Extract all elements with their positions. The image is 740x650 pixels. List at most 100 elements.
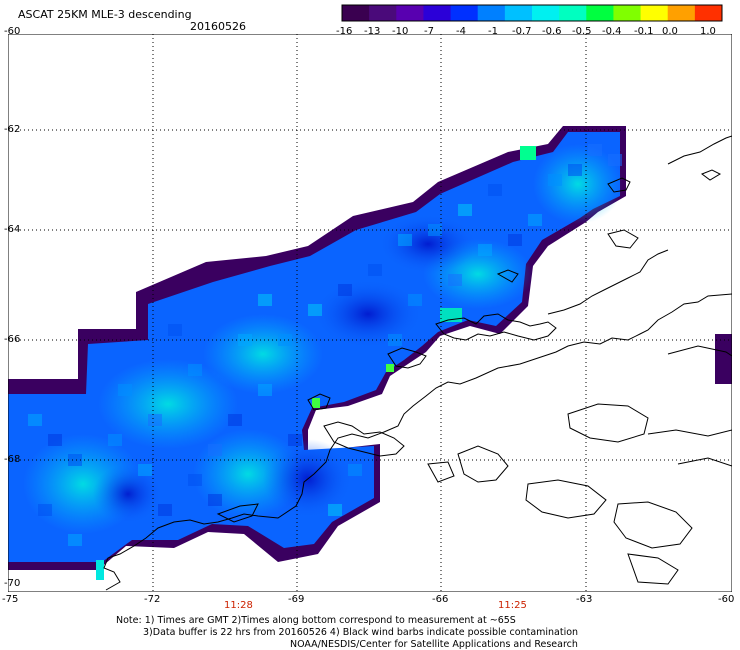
- colorbar-swatch: [423, 5, 452, 21]
- note-line-3: NOAA/NESDIS/Center for Satellite Applica…: [290, 639, 578, 650]
- colorbar-swatch: [477, 5, 506, 21]
- lon-label: -75: [2, 594, 19, 605]
- swath-pixel: [188, 474, 202, 486]
- swath-dark-patch: [93, 464, 163, 524]
- lon-label: -60: [718, 594, 735, 605]
- swath-pixel: [348, 464, 362, 476]
- coast-segment: [700, 169, 722, 181]
- colorbar-label: -4: [456, 26, 466, 37]
- coast-segment: [607, 177, 631, 193]
- swath-pixel: [388, 334, 402, 346]
- swath-pixel: [308, 304, 322, 316]
- swath-pixel: [398, 234, 412, 246]
- graticule: [8, 34, 732, 592]
- lat-label: -60: [4, 26, 21, 37]
- swath-pixel: [448, 274, 462, 286]
- coast-segment: [627, 553, 679, 585]
- lat-label: -70: [4, 578, 21, 589]
- colorbar-swatch: [396, 5, 424, 21]
- lon-label: -66: [432, 594, 449, 605]
- coast-segment: [547, 249, 669, 315]
- lat-label: -66: [4, 334, 21, 345]
- swath-pixel: [588, 144, 602, 156]
- swath-green-pixel: [386, 364, 394, 372]
- swath-pixel: [408, 294, 422, 306]
- coast-segment: [667, 135, 732, 165]
- colorbar-label: -1: [488, 26, 498, 37]
- swath-pixel: [528, 214, 542, 226]
- lon-label: -63: [576, 594, 593, 605]
- swath-green-pixel: [520, 146, 536, 160]
- swath-pixel: [258, 294, 272, 306]
- swath-pixel-grid: [28, 144, 622, 546]
- coast-segment: [307, 393, 331, 411]
- coast-segment: [435, 313, 557, 341]
- coastline: [103, 135, 732, 591]
- swath-light-patch: [203, 314, 323, 394]
- swath-pixel: [158, 504, 172, 516]
- antarctic-peninsula-coast: [103, 293, 732, 591]
- swath-pixel: [548, 174, 562, 186]
- swath-green-pixel: [312, 398, 320, 408]
- colorbar-frame: [341, 4, 723, 22]
- map-date: 20160526: [190, 20, 246, 33]
- swath-isolated-patch: [715, 334, 732, 384]
- swath-pixel: [258, 384, 272, 396]
- coast-segment: [647, 429, 732, 437]
- colorbar-swatch: [532, 5, 560, 21]
- note-line-1: Note: 1) Times are GMT 2)Times along bot…: [116, 615, 516, 626]
- swath-pixel: [138, 464, 152, 476]
- swath-pixel: [48, 434, 62, 446]
- colorbar-label: -7: [424, 26, 434, 37]
- colorbar-swatch: [450, 5, 479, 21]
- lat-label: -62: [4, 124, 21, 135]
- coast-segment: [427, 461, 455, 483]
- swath-pixel: [208, 444, 222, 456]
- swath-light-patch: [98, 359, 238, 449]
- coast-segment: [567, 403, 649, 443]
- colorbar-label: -0.7: [512, 26, 532, 37]
- swath-dark-patch: [378, 214, 478, 274]
- colorbar-swatch: [694, 5, 723, 21]
- colorbar-labels: -16 -13 -10 -7 -4 -1 -0.7 -0.6 -0.5 -0.4…: [336, 26, 740, 40]
- swath-pixel: [338, 284, 352, 296]
- lon-label: -72: [144, 594, 161, 605]
- colorbar-swatch: [369, 5, 397, 21]
- colorbar-label: 0.0: [662, 26, 678, 37]
- colorbar-label: -16: [336, 26, 353, 37]
- swath-pixel: [508, 234, 522, 246]
- swath-pixel: [148, 414, 162, 426]
- time-label: 11:25: [498, 600, 527, 611]
- swath-pixel: [478, 244, 492, 256]
- lat-label: -68: [4, 454, 21, 465]
- swath-pixel: [38, 504, 52, 516]
- swath-pixel: [488, 184, 502, 196]
- colorbar-label: 1.0: [700, 26, 716, 37]
- coast-segment: [607, 229, 639, 249]
- note-line-2: 3)Data buffer is 22 hrs from 20160526 4)…: [143, 627, 579, 638]
- swath-light-pixel: [96, 560, 104, 580]
- map-title: ASCAT 25KM MLE-3 descending: [18, 8, 192, 21]
- map-area: [8, 34, 732, 592]
- swath-pixel: [208, 494, 222, 506]
- coast-segment: [613, 501, 693, 549]
- colorbar-swatch: [667, 5, 696, 21]
- colorbar-swatch: [504, 5, 533, 21]
- coast-segment: [216, 503, 259, 523]
- swath-pixel: [108, 434, 122, 446]
- colorbar-swatches: [342, 5, 723, 21]
- colorbar-swatch: [640, 5, 669, 21]
- lat-label: -64: [4, 224, 21, 235]
- swath-pixel: [68, 534, 82, 546]
- swath-pixel: [608, 154, 622, 166]
- swath-pixel: [68, 454, 82, 466]
- colorbar-swatch: [559, 5, 587, 21]
- coast-segment: [667, 345, 732, 357]
- coast-segment: [677, 457, 732, 467]
- swath-pixel: [188, 364, 202, 376]
- swath-dark-patch: [313, 279, 423, 349]
- swath-pixel: [168, 324, 182, 336]
- swath-pixel: [458, 204, 472, 216]
- coast-segment: [496, 269, 519, 283]
- swath-pixel: [428, 224, 442, 236]
